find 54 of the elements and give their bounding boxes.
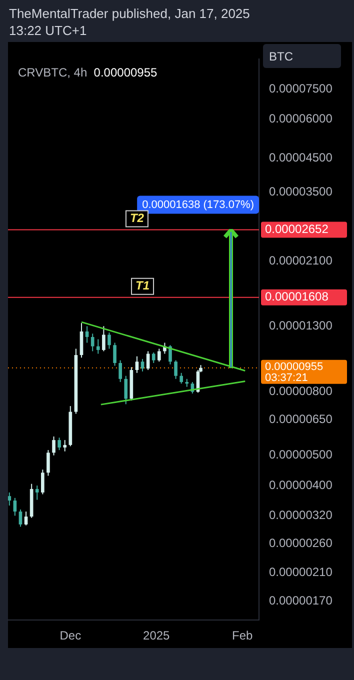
ref-line-label: 0.00001608 — [265, 290, 329, 304]
candlestick — [140, 358, 144, 372]
candlestick — [113, 342, 116, 366]
text: 03:37:21 — [265, 372, 308, 384]
y-tick-label: 0.00002100 — [269, 254, 333, 268]
candlestick — [18, 509, 22, 528]
y-tick-label: 0.00000650 — [269, 412, 333, 426]
y-tick-label: 0.00000170 — [269, 594, 333, 608]
y-tick-label: 0.00006000 — [269, 112, 333, 126]
candlestick — [41, 469, 44, 495]
annotation: T2 — [130, 211, 144, 226]
y-tick-label: 0.00000800 — [269, 384, 333, 398]
y-tick-label: 0.00000320 — [269, 508, 333, 522]
candlestick — [174, 360, 178, 380]
candlestick — [168, 344, 172, 365]
text: CRVBTC, 4h — [18, 66, 88, 80]
candlestick — [85, 326, 89, 344]
candlestick — [157, 348, 161, 362]
candlestick — [46, 450, 50, 476]
candlestick — [102, 326, 106, 352]
candlestick — [63, 440, 67, 452]
candlestick — [135, 356, 139, 374]
text: 0.00000955 — [94, 66, 158, 80]
candlestick — [24, 511, 28, 526]
candlestick — [58, 437, 61, 451]
y-tick-label: 0.00000260 — [269, 536, 333, 550]
candlestick — [152, 352, 156, 364]
y-axis-title: BTC — [269, 49, 294, 64]
y-tick-label: 0.00000210 — [269, 564, 333, 579]
x-tick-label: Feb — [232, 628, 254, 643]
annotation: 0.00001638 (173.07%) — [142, 198, 254, 211]
annotation: T1 — [136, 278, 150, 293]
candlestick — [108, 332, 111, 350]
candlestick — [90, 333, 94, 352]
candlestick — [52, 436, 56, 456]
candlestick — [80, 322, 84, 358]
candlestick — [180, 372, 184, 384]
y-tick-label: 0.00000400 — [269, 478, 333, 492]
candlestick — [13, 497, 17, 516]
candlestick — [8, 492, 12, 506]
y-tick-label: 0.00000500 — [269, 448, 333, 462]
x-tick-label: Dec — [60, 628, 82, 643]
candlestick — [124, 375, 128, 405]
x-tick-label: 2025 — [143, 628, 170, 643]
y-tick-label: 0.00007500 — [269, 81, 333, 96]
ref-line-label: 0.00002652 — [265, 222, 329, 236]
candlestick — [35, 485, 39, 500]
y-tick-label: 0.00001300 — [269, 318, 333, 332]
y-tick-label: 0.00004500 — [269, 150, 333, 165]
text: TheMentalTrader published, Jan 17, 2025 13:22 UTC+1 — [9, 5, 251, 39]
ref-line-label: 0.00000955 — [265, 360, 324, 373]
candlestick — [118, 360, 122, 383]
candlestick — [96, 338, 100, 354]
y-tick-label: 0.00003500 — [269, 184, 333, 199]
